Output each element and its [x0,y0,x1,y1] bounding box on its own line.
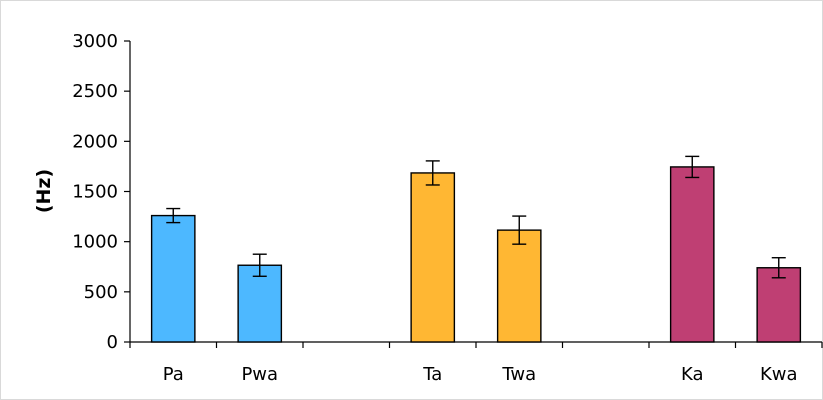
x-tick-label: Ta [422,364,442,385]
bars [150,166,802,343]
x-tick-label: Twa [501,364,536,385]
x-tick-label: Ka [681,364,704,385]
x-tick-label: Kwa [760,364,798,385]
bar-ta [410,172,456,343]
x-axis: Pa Pwa Ta Twa Ka Kwa [129,341,823,385]
bar-twa [496,229,542,343]
y-tick-label: 3000 [72,31,118,52]
x-tick-label: Pwa [241,364,278,385]
y-tick-label: 500 [84,282,118,303]
bar-ka [669,166,715,343]
bar-pa [150,214,196,343]
y-axis-title: (Hz) [33,169,55,213]
y-tick-label: 1500 [72,182,118,203]
error-bars [166,155,786,279]
y-tick-label: 0 [107,332,118,353]
x-tick-label: Pa [163,364,184,385]
y-tick-label: 2000 [72,131,118,152]
y-tick-label: 1000 [72,232,118,253]
bar-kwa [756,267,802,343]
y-axis: 0 500 1000 1500 2000 2500 3000 [72,31,131,353]
y-tick-label: 2500 [72,81,118,102]
